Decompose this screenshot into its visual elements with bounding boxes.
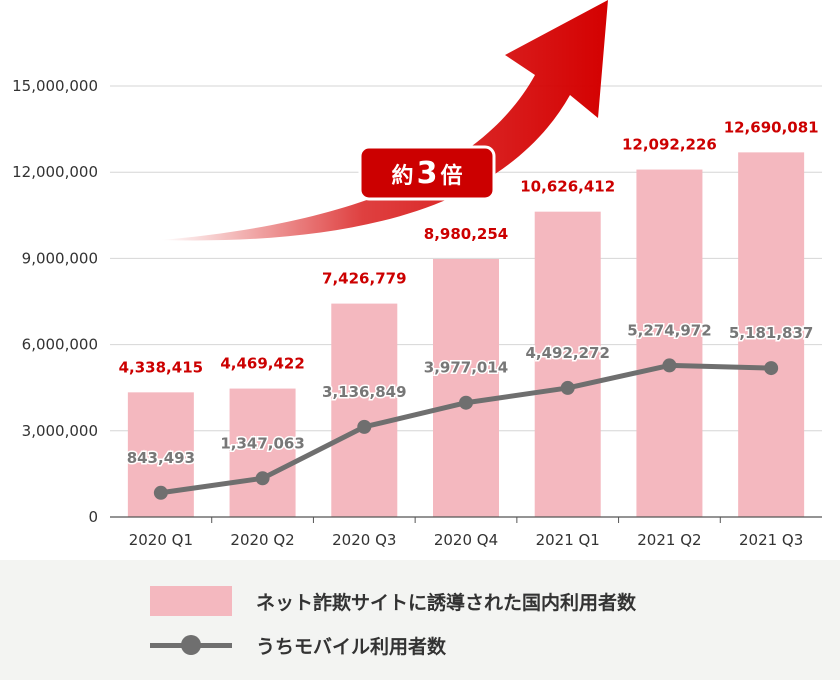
- x-tick-label: 2020 Q4: [434, 531, 498, 549]
- bar-value-label: 10,626,412: [520, 178, 615, 196]
- multiplier-badge-box: [358, 145, 496, 201]
- bar: [534, 211, 601, 517]
- bar-value-label: 7,426,779: [322, 270, 406, 288]
- y-tick-label: 3,000,000: [22, 422, 98, 440]
- legend-bar-swatch: [150, 586, 232, 616]
- line-point: [459, 395, 473, 410]
- x-tick-label: 2020 Q2: [230, 531, 294, 549]
- svg-text:約3倍: 約3倍: [392, 156, 463, 191]
- x-tick-label: 2020 Q3: [332, 531, 396, 549]
- line-value-label: 5,181,837: [729, 324, 813, 342]
- x-tick-label: 2020 Q1: [129, 531, 193, 549]
- line-value-label: 843,493: [127, 449, 195, 467]
- legend-line-swatch: [150, 630, 232, 660]
- multiplier-suffix: 倍: [440, 163, 462, 189]
- bar: [636, 169, 703, 517]
- legend-bar-label: ネット詐欺サイトに誘導された国内利用者数: [256, 591, 637, 614]
- bar-value-label: 12,690,081: [724, 118, 819, 136]
- y-tick-label: 6,000,000: [22, 336, 98, 354]
- bar: [738, 152, 805, 517]
- line-value-label: 3,136,849: [322, 383, 406, 401]
- bar: [433, 258, 499, 517]
- bar-value-label: 12,092,226: [622, 136, 717, 154]
- line-value-label: 5,274,972: [627, 321, 711, 339]
- line-point: [662, 358, 677, 373]
- multiplier-prefix: 約: [392, 163, 414, 189]
- line-point: [764, 361, 779, 376]
- bar-value-label: 4,469,422: [220, 355, 304, 373]
- legend-item-line: うちモバイル利用者数: [150, 630, 446, 660]
- bar: [331, 303, 398, 517]
- multiplier-number: 3: [417, 156, 438, 191]
- bar-value-label: 8,980,254: [424, 225, 508, 243]
- line-value-label: 4,492,272: [525, 344, 609, 362]
- x-tick-label: 2021 Q2: [637, 531, 701, 549]
- chart: 4,338,415 4,469,422 7,426,779 8,980,254 10,6…: [12, 0, 822, 549]
- growth-arrow: [160, 0, 608, 241]
- growth-arrow-shape: [160, 0, 608, 241]
- x-tick-label: 2021 Q1: [536, 531, 600, 549]
- line-value-label: 1,347,063: [220, 434, 304, 452]
- legend-line-label: うちモバイル利用者数: [256, 635, 447, 658]
- line-value-label: 3,977,014: [424, 359, 508, 377]
- bar: [229, 388, 296, 517]
- x-tick-label: 2021 Q3: [739, 531, 803, 549]
- y-tick-label: 12,000,000: [12, 163, 98, 181]
- line-point: [357, 419, 372, 434]
- bar-value-label: 4,338,415: [119, 358, 203, 376]
- y-tick-label: 0: [88, 508, 98, 526]
- line-point: [255, 471, 270, 486]
- line-point: [153, 485, 168, 500]
- legend: ネット詐欺サイトに誘導された国内利用者数 うちモバイル利用者数: [0, 560, 840, 680]
- y-tick-label: 9,000,000: [22, 249, 98, 267]
- legend-item-bar: ネット詐欺サイトに誘導された国内利用者数: [150, 586, 636, 616]
- line-point: [560, 380, 575, 395]
- y-tick-label: 15,000,000: [12, 77, 98, 95]
